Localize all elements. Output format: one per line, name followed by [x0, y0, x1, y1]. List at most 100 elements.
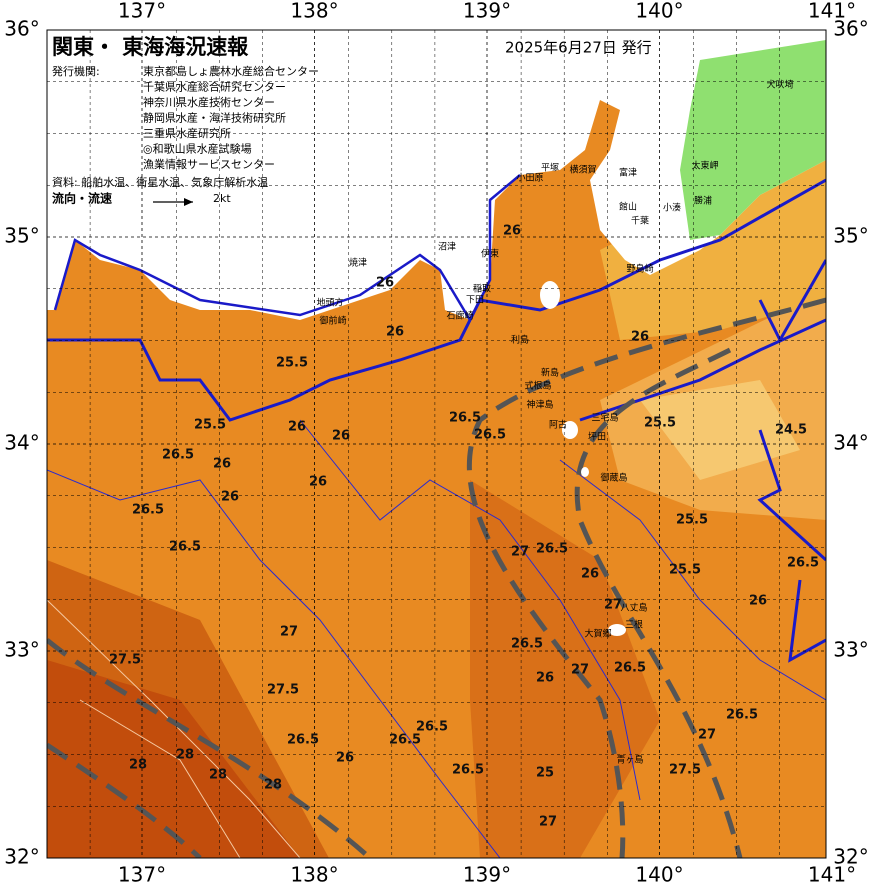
place-name: 勝浦: [694, 195, 712, 207]
lon-label: 138°: [290, 863, 338, 887]
lon-label: 140°: [635, 863, 683, 887]
agency: 東京都島しょ農林水産総合センター: [143, 64, 319, 78]
contour-label: 26: [336, 751, 354, 766]
place-name: 石廊崎: [446, 310, 473, 322]
place-name: 青ヶ島: [616, 754, 643, 766]
agencies-label: 発行機関:: [52, 64, 100, 78]
land-boso: [680, 40, 826, 240]
place-name: 大賀郷: [584, 628, 611, 640]
contour-label: 27: [539, 815, 557, 830]
place-name: 犬吠埼: [766, 79, 793, 91]
place-name: 横須賀: [569, 164, 596, 176]
cool-water: [600, 160, 826, 340]
contour-label: 27: [280, 625, 298, 640]
island: [581, 467, 589, 477]
contour-label: 27.5: [267, 683, 299, 698]
contour-label: 26: [221, 490, 239, 505]
place-name: 太東岬: [691, 160, 718, 172]
lat-label: 33°: [4, 638, 39, 662]
current-axis: [47, 742, 202, 858]
lat-label: 36°: [4, 17, 39, 41]
contour-label: 26.5: [389, 733, 421, 748]
contour-label: 26: [309, 475, 327, 490]
current-axis: [574, 347, 743, 858]
place-name: 平塚: [541, 163, 559, 174]
issue-date: 2025年6月27日 発行: [505, 39, 652, 57]
lat-label: 35°: [4, 224, 39, 248]
contour-label: 25.5: [194, 418, 226, 433]
place-name: 小湊: [663, 202, 681, 214]
place-name: 稲取: [473, 283, 491, 295]
island: [608, 624, 626, 636]
place-name: 小田原: [516, 173, 543, 184]
place-name: 坪田: [588, 432, 606, 443]
current-axis: [467, 297, 826, 858]
contour-label: 26.5: [132, 503, 164, 518]
place-name: 伊東: [481, 248, 499, 260]
contour-label: 25.5: [676, 513, 708, 528]
place-name: 式根島: [524, 380, 551, 392]
contour: [47, 599, 301, 858]
contour: [47, 419, 826, 858]
place-name: 沼津: [438, 242, 456, 253]
contour-label: 26.5: [787, 556, 819, 571]
contour-label: 27: [698, 728, 716, 743]
place-name: 御蔵島: [600, 472, 627, 484]
lon-label: 139°: [463, 863, 511, 887]
lat-label: 33°: [833, 638, 868, 662]
title: 関東・ 東海海況速報: [52, 35, 249, 59]
contour-label: 25.5: [644, 416, 676, 431]
contour: [579, 259, 826, 663]
flow-label: 流向・流速: [52, 191, 112, 206]
lon-label: 138°: [290, 0, 338, 23]
lon-label: 140°: [635, 0, 683, 23]
place-name: 新島: [541, 367, 559, 379]
agency: 静岡県水産・海洋技術研究所: [143, 111, 286, 125]
contour-label: 27.5: [109, 653, 141, 668]
place-name: 三宅島: [591, 412, 618, 424]
contour-label: 26.5: [287, 733, 319, 748]
contour-label: 26: [749, 594, 767, 609]
grid: [47, 30, 826, 858]
lon-label: 137°: [118, 0, 166, 23]
frame: [46, 29, 827, 859]
contour-label: 26.5: [162, 448, 194, 463]
place-name: 野島崎: [626, 263, 653, 275]
warm-water: [47, 660, 300, 858]
contour-label: 26.5: [452, 763, 484, 778]
agency: 千葉県水産総合研究センター: [143, 80, 286, 94]
contour-label: 25.5: [669, 563, 701, 578]
lat-label: 36°: [833, 17, 868, 41]
place-name: 千葉: [631, 215, 649, 227]
flow-scale: 2kt: [213, 192, 231, 205]
contour-label: 26.5: [449, 411, 481, 426]
lat-label: 32°: [833, 845, 868, 869]
current-axis: [47, 638, 372, 858]
contour-label: 26.5: [536, 542, 568, 557]
contour-label: 25.5: [276, 356, 308, 371]
cool-water: [640, 380, 800, 480]
contour-label: 26: [213, 457, 231, 472]
warm-water: [470, 480, 660, 858]
contour-label: 26.5: [614, 661, 646, 676]
contour: [53, 174, 521, 323]
contour-label: 24.5: [775, 423, 807, 438]
contour-label: 26: [536, 671, 554, 686]
place-name: 神津島: [526, 399, 553, 411]
contour: [47, 178, 826, 422]
contour-label: 27: [604, 598, 622, 613]
lat-label: 32°: [4, 845, 39, 869]
place-name: 阿古: [549, 419, 567, 431]
contour-label: 26: [631, 330, 649, 345]
contour-label: 27: [571, 663, 589, 678]
flow-arrow-head: [184, 198, 193, 206]
agency: 神奈川県水産技術センター: [143, 95, 275, 109]
place-name: 焼津: [349, 258, 367, 269]
place-name: 八丈島: [620, 602, 647, 614]
contour-label: 28: [264, 778, 282, 793]
lon-label: 141°: [808, 0, 856, 23]
place-name: 館山: [619, 201, 637, 213]
